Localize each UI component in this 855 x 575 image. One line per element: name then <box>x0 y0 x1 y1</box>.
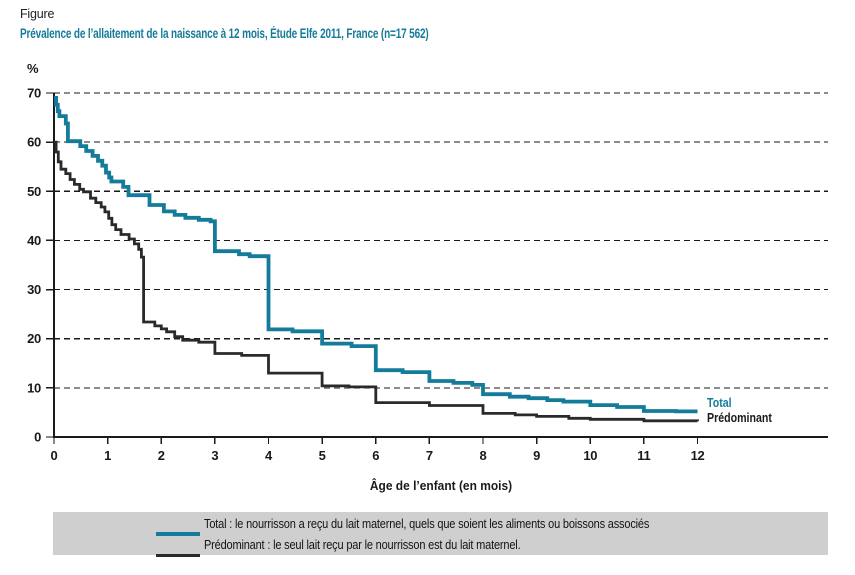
y-tick-label: 60 <box>27 135 41 150</box>
legend-text-predominant: Prédominant : le seul lait reçu par le n… <box>204 538 521 552</box>
legend-swatch-predominant <box>156 554 200 557</box>
series-path-predominant <box>54 140 699 423</box>
legend: Total : le nourrisson a reçu du lait mat… <box>53 512 828 557</box>
x-tick-label: 4 <box>265 448 273 463</box>
y-tick-label: 20 <box>27 331 41 346</box>
series-label-predominant: Prédominant <box>707 411 772 425</box>
y-tick-label: 10 <box>27 380 41 395</box>
x-tick-label: 9 <box>533 448 540 463</box>
y-tick-label: 30 <box>27 282 41 297</box>
x-tick-label: 7 <box>426 448 433 463</box>
y-axis-unit-label: % <box>27 61 39 76</box>
figure-label: Figure <box>20 7 55 21</box>
y-tick-label: 50 <box>27 184 41 199</box>
x-tick-label: 8 <box>480 448 487 463</box>
y-tick-label: 0 <box>34 430 41 445</box>
series-label-total: Total <box>707 396 732 410</box>
x-tick-label: 0 <box>51 448 58 463</box>
x-tick-label: 6 <box>372 448 379 463</box>
y-tick-label: 40 <box>27 233 41 248</box>
x-tick-label: 1 <box>104 448 111 463</box>
x-axis-title: Âge de l’enfant (en mois) <box>369 478 513 493</box>
chart-title: Prévalence de l’allaitement de la naissa… <box>20 26 429 41</box>
legend-text-total: Total : le nourrisson a reçu du lait mat… <box>204 517 650 531</box>
x-tick-label: 2 <box>158 448 165 463</box>
legend-swatch-total <box>156 532 200 536</box>
x-tick-label: 11 <box>637 448 650 463</box>
x-tick-label: 10 <box>583 448 597 463</box>
x-tick-label: 3 <box>211 448 218 463</box>
x-tick-label: 5 <box>319 448 326 463</box>
x-tick-label: 12 <box>691 448 705 463</box>
y-tick-label: 70 <box>27 86 41 101</box>
series-path-total <box>54 96 698 414</box>
